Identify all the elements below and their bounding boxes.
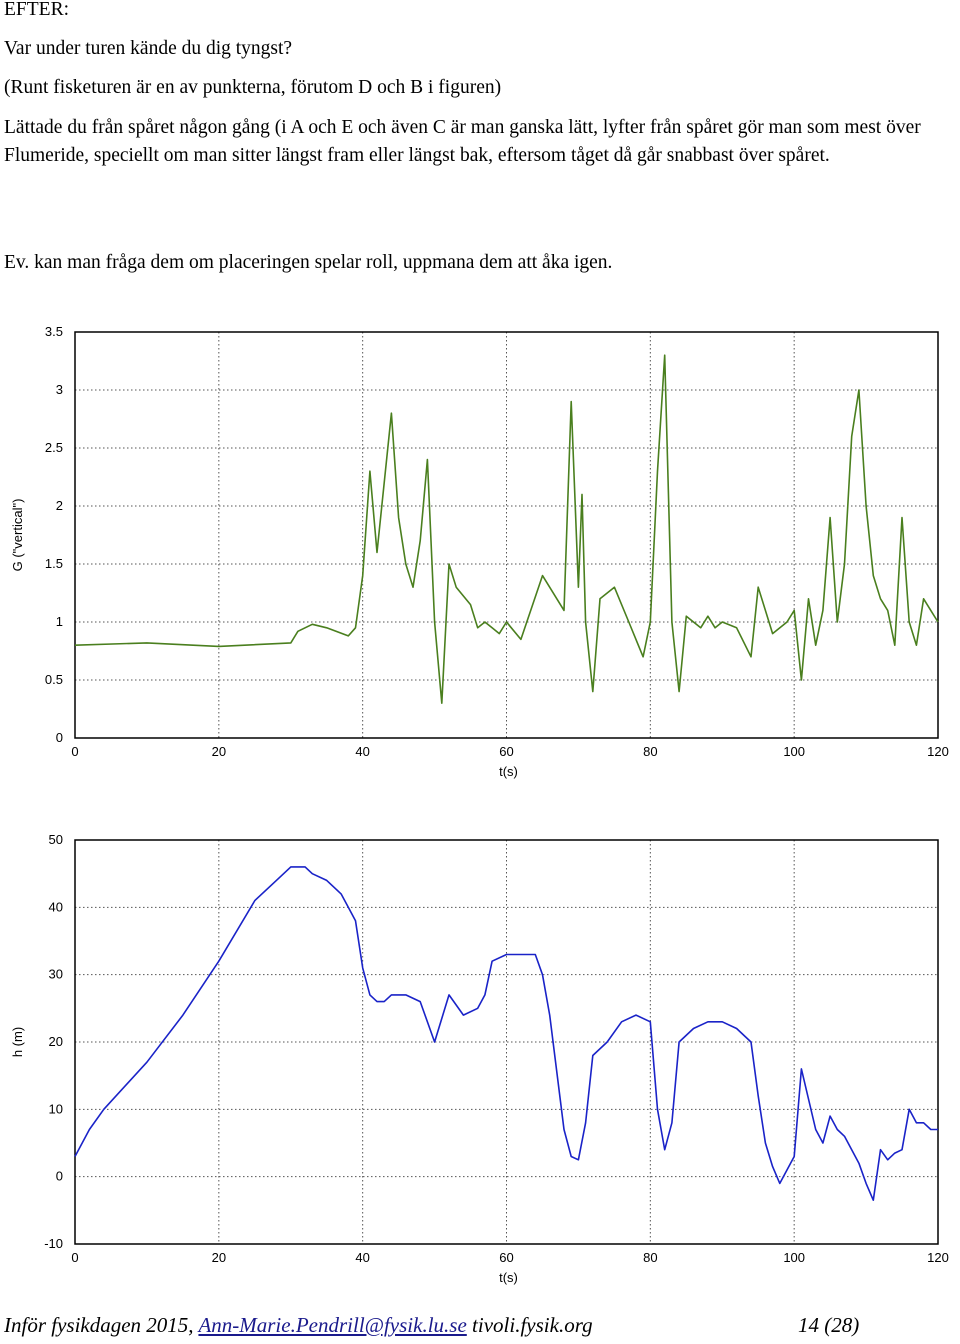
g-force-chart: 0 20 40 60 80 100 120 0 0.5 1 1.5 2 2.5 3 3.5 t(s) G ("v… [0, 318, 960, 788]
question: Var under turen kände du dig tyngst? [4, 38, 293, 59]
y-tick-label: 50 [49, 832, 63, 847]
heading: EFTER: [4, 0, 70, 20]
y-tick-label: -10 [44, 1236, 63, 1251]
footer-email-link[interactable]: Ann-Marie.Pendrill@fysik.lu.se [198, 1313, 467, 1337]
footer-site: tivoli.fysik.org [472, 1313, 593, 1337]
x-tick-label: 60 [499, 744, 513, 759]
y-tick-label: 10 [49, 1101, 63, 1116]
x-tick-label: 20 [212, 744, 226, 759]
height-chart: 0 20 40 60 80 100 120 -10 0 10 20 30 40 50 t(s) h (m) [0, 826, 960, 1292]
y-tick-label: 0 [56, 1169, 63, 1184]
series-line [74, 354, 939, 705]
footer-prefix: Inför fysikdagen 2015, [4, 1313, 194, 1337]
x-tick-label: 120 [927, 744, 949, 759]
y-tick-label: 0 [56, 730, 63, 745]
g-force-chart-svg: 0 20 40 60 80 100 120 0 0.5 1 1.5 2 2.5 3 3.5 t(s) G ("v… [10, 324, 949, 779]
x-tick-label: 120 [927, 1250, 949, 1265]
y-tick-label: 3.5 [45, 324, 63, 339]
x-tick-label: 0 [71, 744, 78, 759]
y-tick-label: 1 [56, 614, 63, 629]
x-axis-label: t(s) [499, 1270, 518, 1285]
note: (Runt fisketuren är en av punkterna, för… [4, 77, 502, 98]
x-tick-label: 100 [783, 744, 805, 759]
height-chart-svg: 0 20 40 60 80 100 120 -10 0 10 20 30 40 50 t(s) h (m) [10, 832, 949, 1285]
series-line [74, 866, 938, 1202]
y-tick-label: 40 [49, 899, 63, 914]
y-tick-label: 1.5 [45, 556, 63, 571]
y-tick-label: 2.5 [45, 440, 63, 455]
footer: Inför fysikdagen 2015, Ann-Marie.Pendril… [4, 1311, 859, 1339]
y-tick-label: 3 [56, 382, 63, 397]
x-tick-label: 100 [783, 1250, 805, 1265]
x-axis-label: t(s) [499, 764, 518, 779]
y-axis-label: h (m) [10, 1027, 25, 1057]
y-tick-label: 30 [49, 967, 63, 982]
page-number: 14 (28) [798, 1313, 860, 1337]
y-tick-label: 2 [56, 498, 63, 513]
x-tick-label: 40 [355, 744, 369, 759]
x-tick-label: 80 [643, 744, 657, 759]
x-tick-label: 40 [355, 1250, 369, 1265]
plot-frame [74, 331, 939, 739]
y-axis-label: G ("vertical") [10, 499, 25, 572]
x-tick-label: 0 [71, 1250, 78, 1265]
x-tick-label: 20 [212, 1250, 226, 1265]
body-paragraph: Lättade du från spåret någon gång (i A o… [4, 117, 921, 166]
y-tick-label: 0.5 [45, 672, 63, 687]
x-tick-label: 60 [499, 1250, 513, 1265]
suggestion: Ev. kan man fråga dem om placeringen spe… [4, 252, 613, 273]
y-tick-label: 20 [49, 1034, 63, 1049]
plot-frame [74, 839, 939, 1245]
x-tick-label: 80 [643, 1250, 657, 1265]
